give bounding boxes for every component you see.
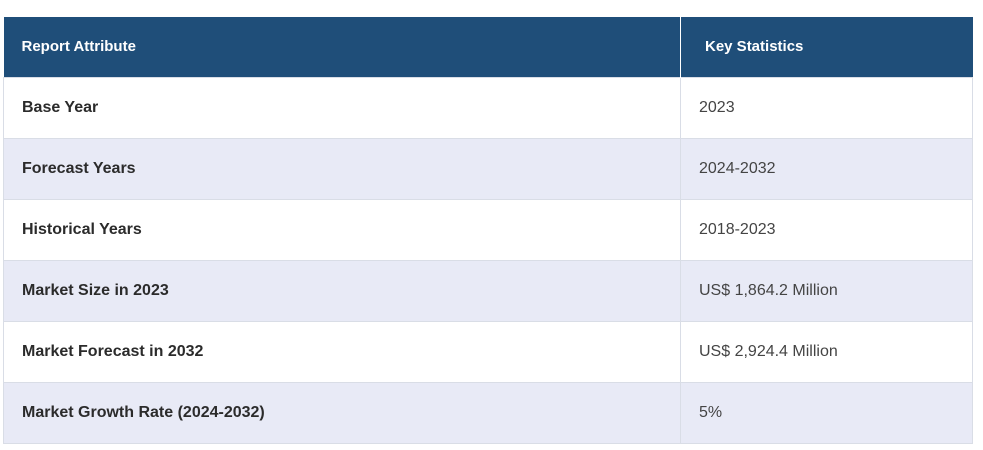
- row-value: 2023: [680, 76, 973, 139]
- row-attribute: Historical Years: [3, 198, 681, 261]
- header-key-statistics: Key Statistics: [680, 17, 973, 77]
- row-value: 2024-2032: [680, 137, 973, 200]
- row-attribute: Market Forecast in 2032: [3, 320, 681, 383]
- table-row: Historical Years 2018-2023: [3, 198, 973, 261]
- row-attribute: Market Growth Rate (2024-2032): [3, 381, 681, 444]
- report-table-container: Report Attribute Key Statistics Base Yea…: [3, 17, 973, 444]
- table-row: Market Size in 2023 US$ 1,864.2 Million: [3, 259, 973, 322]
- table-body: Base Year 2023 Forecast Years 2024-2032 …: [3, 76, 973, 444]
- report-statistics-table: Report Attribute Key Statistics Base Yea…: [3, 17, 973, 444]
- table-row: Market Forecast in 2032 US$ 2,924.4 Mill…: [3, 320, 973, 383]
- row-value: US$ 1,864.2 Million: [680, 259, 973, 322]
- table-row: Forecast Years 2024-2032: [3, 137, 973, 200]
- row-attribute: Market Size in 2023: [3, 259, 681, 322]
- row-value: 2018-2023: [680, 198, 973, 261]
- header-row: Report Attribute Key Statistics: [3, 17, 973, 77]
- table-row: Market Growth Rate (2024-2032) 5%: [3, 381, 973, 444]
- header-report-attribute: Report Attribute: [3, 17, 681, 77]
- row-value: 5%: [680, 381, 973, 444]
- row-attribute: Base Year: [3, 76, 681, 139]
- row-attribute: Forecast Years: [3, 137, 681, 200]
- row-value: US$ 2,924.4 Million: [680, 320, 973, 383]
- table-header: Report Attribute Key Statistics: [3, 17, 973, 77]
- table-row: Base Year 2023: [3, 76, 973, 139]
